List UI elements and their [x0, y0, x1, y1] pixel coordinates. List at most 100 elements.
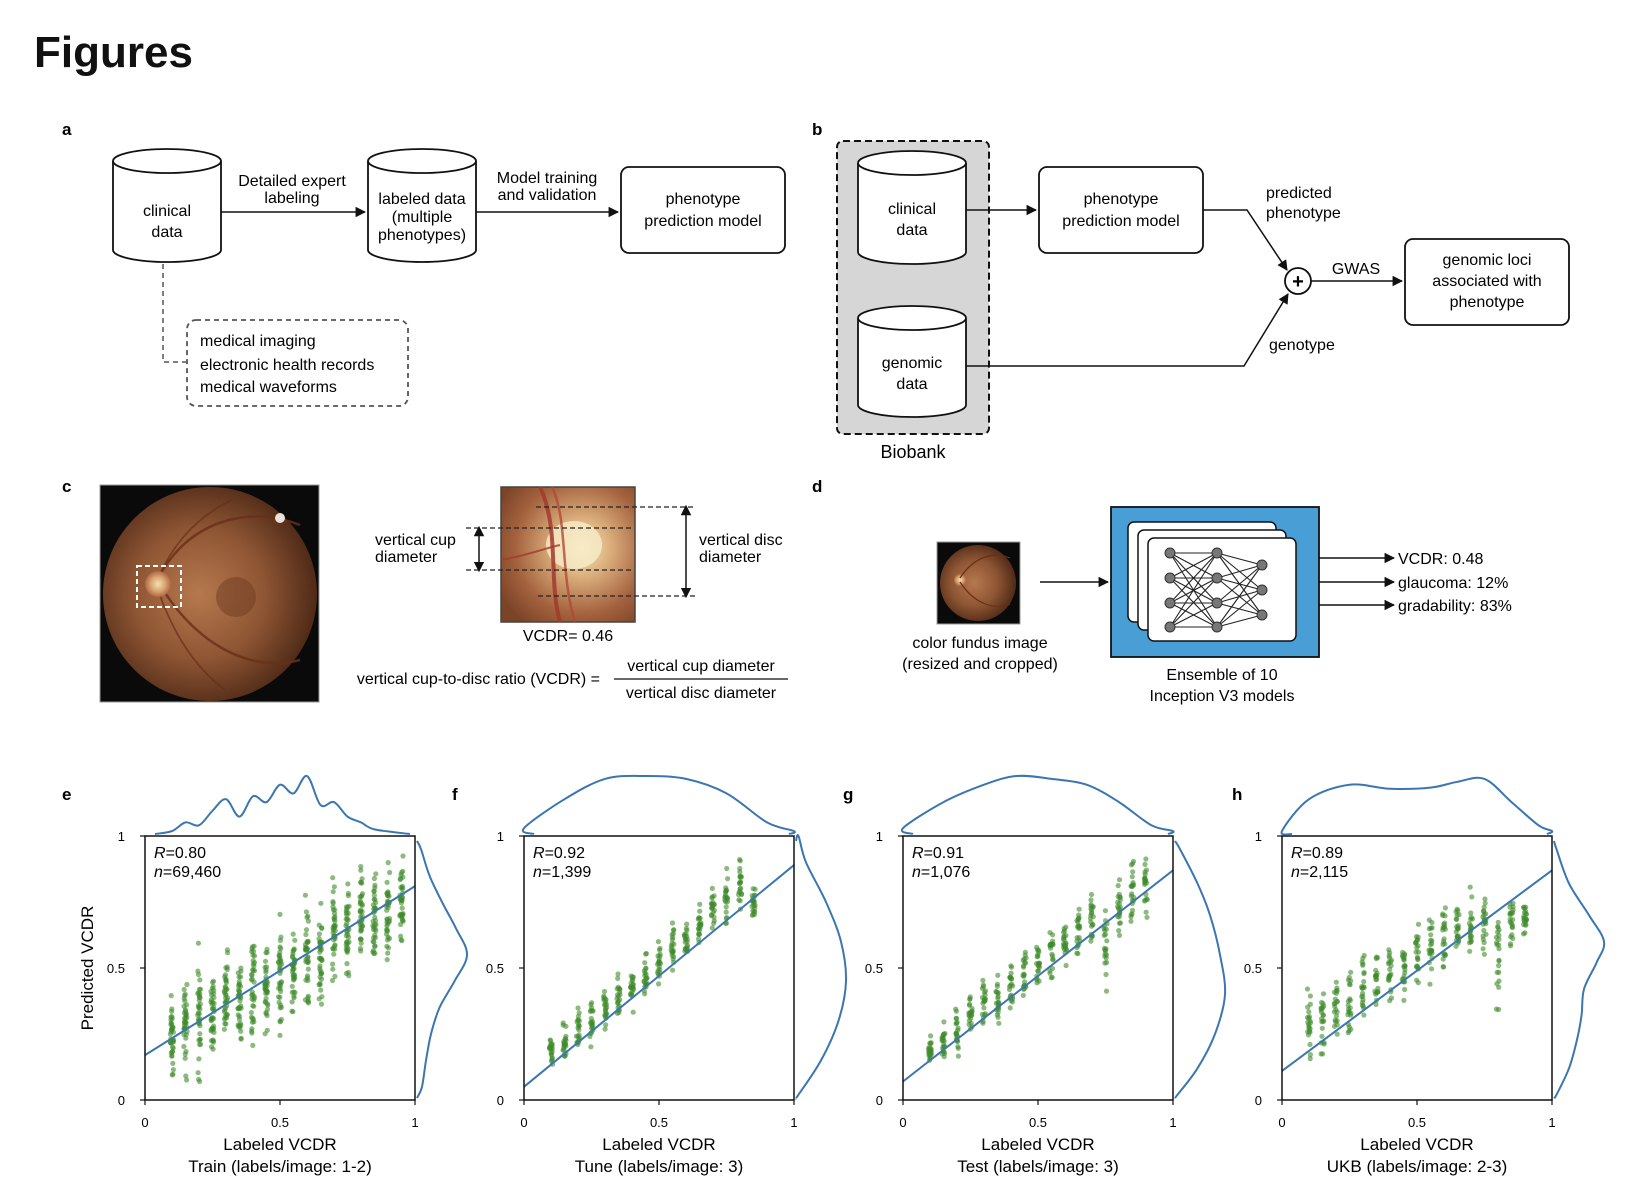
data-point [1481, 927, 1487, 934]
data-point [398, 933, 404, 939]
data-point [182, 993, 188, 999]
data-point [344, 961, 350, 967]
data-point [1481, 951, 1487, 957]
nn-node [1211, 572, 1223, 584]
data-point [385, 904, 391, 911]
data-point [588, 1002, 594, 1008]
r-symbol: R [533, 845, 545, 862]
data-point [387, 869, 393, 876]
data-point [560, 1020, 566, 1026]
data-point [953, 1008, 960, 1014]
data-point [305, 918, 311, 924]
data-point [251, 953, 258, 959]
data-point [1063, 962, 1069, 969]
data-point [1456, 912, 1462, 918]
data-point [1102, 953, 1108, 959]
data-point [1129, 874, 1135, 880]
data-point [1129, 891, 1135, 897]
data-point [236, 1013, 243, 1019]
output-vcdr: VCDR: 0.48 [1398, 551, 1483, 568]
data-point [1345, 1030, 1351, 1036]
data-point [994, 1012, 1000, 1018]
data-point [1375, 989, 1381, 995]
data-point [1319, 1019, 1325, 1025]
x-axis-label: Labeled VCDR [602, 1135, 715, 1154]
data-point [316, 982, 322, 988]
data-point [982, 998, 988, 1004]
panel-caption: Tune (labels/image: 3) [575, 1157, 744, 1176]
marginal-density-y [416, 840, 469, 1099]
data-point [249, 996, 255, 1002]
data-point [1427, 950, 1433, 956]
y-tick-label: 0 [118, 1093, 125, 1108]
data-point [928, 1033, 934, 1039]
n-symbol: n [912, 864, 921, 881]
data-point [737, 874, 743, 881]
data-point [262, 981, 268, 988]
data-point [1088, 938, 1094, 944]
data-point [277, 1005, 283, 1011]
data-point [289, 999, 295, 1005]
data-point [643, 951, 649, 957]
data-point [617, 991, 623, 998]
points [1304, 884, 1529, 1062]
data-point [1521, 913, 1527, 919]
data-point [968, 1009, 974, 1016]
data-point [980, 982, 987, 988]
data-point [1401, 957, 1407, 963]
data-point [181, 1020, 188, 1026]
data-point [1142, 861, 1148, 868]
data-point [210, 1006, 216, 1012]
arrow-label: and validation [498, 187, 597, 204]
data-point [630, 1009, 636, 1015]
small-fundus-image [936, 541, 1021, 625]
n-annotation: n=2,115 [1291, 864, 1348, 881]
data-point [696, 931, 702, 937]
data-point [249, 1030, 255, 1036]
page-heading: Figures [34, 28, 193, 77]
data-point [357, 899, 364, 906]
data-point [169, 1026, 175, 1033]
data-point [318, 900, 324, 906]
data-point [1076, 923, 1082, 929]
data-point [926, 1049, 932, 1055]
data-point [657, 953, 663, 959]
data-point [385, 928, 391, 934]
points [546, 857, 758, 1067]
marginal-density-x [1280, 776, 1554, 836]
data-point [316, 931, 322, 937]
data-point [1441, 936, 1447, 942]
data-point [671, 927, 677, 933]
data-point [317, 956, 323, 962]
data-point [183, 1073, 189, 1079]
source-item: medical waveforms [200, 379, 337, 396]
data-point [330, 889, 336, 895]
data-point [167, 1031, 173, 1037]
data-point [1440, 941, 1446, 948]
data-point [291, 976, 297, 982]
data-point [1047, 930, 1053, 936]
data-point [357, 908, 363, 915]
data-point [277, 911, 283, 918]
data-point [195, 971, 202, 978]
label: phenotypes) [378, 227, 466, 244]
data-point [238, 968, 244, 974]
data-point [1495, 919, 1501, 926]
data-point [1143, 856, 1149, 862]
data-point [278, 945, 284, 952]
input-caption: color fundus image [912, 635, 1047, 652]
data-point [966, 1018, 973, 1024]
data-point [736, 889, 742, 895]
data-point [656, 981, 662, 987]
data-point [332, 973, 338, 980]
data-point [1117, 920, 1123, 926]
data-point [1021, 964, 1027, 970]
data-point [1088, 901, 1094, 908]
data-point [1060, 936, 1066, 942]
panel-d: d color fundus image (resized and croppe… [812, 477, 1512, 705]
data-point [697, 901, 703, 907]
data-point [1048, 941, 1054, 947]
data-point [1361, 1012, 1367, 1018]
data-point [603, 1022, 609, 1028]
panel-a: a clinical data Detailed expert labeling… [62, 120, 786, 407]
